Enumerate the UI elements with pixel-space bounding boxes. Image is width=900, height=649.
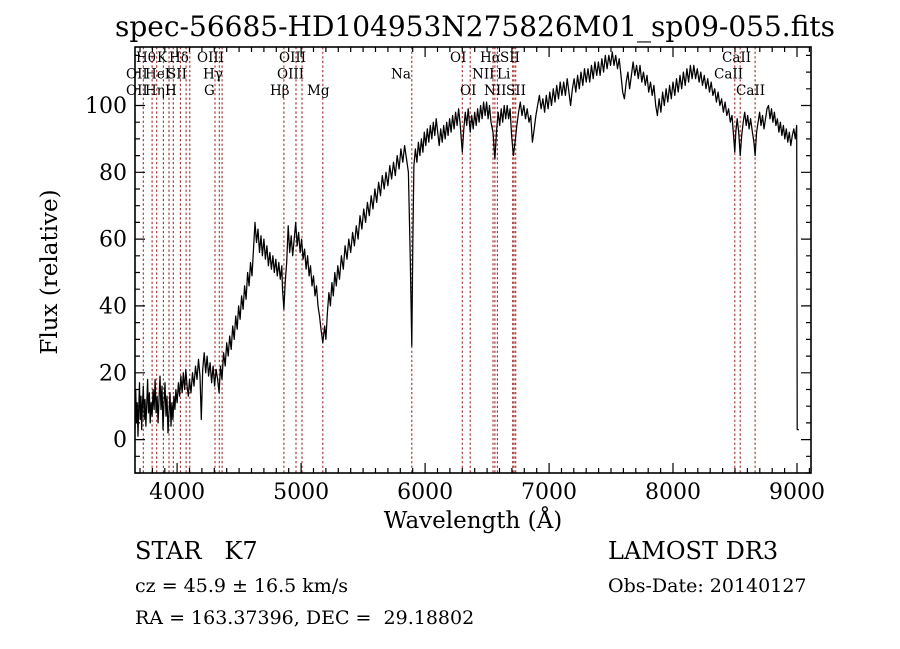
classification-label: STAR K7 [135,537,258,565]
x-tick-label: 9000 [769,480,825,505]
spectral-line-label: Hα [480,50,501,66]
y-axis-title: Flux (relative) [37,189,63,354]
axis-ticks [135,47,811,474]
spectral-line-label: CaII [714,67,743,83]
survey-label: LAMOST DR3 [608,537,779,565]
cz-label: cz = 45.9 ± 16.5 km/s [135,575,348,597]
y-tick-label: 60 [99,228,127,253]
spectral-line-label: Hδ [169,50,189,66]
plot-frame [134,46,812,474]
spectral-line-label: Mg [307,83,330,99]
spectral-line-label: NII [484,83,506,99]
y-tick-label: 100 [85,94,127,119]
spectral-line-label: Hθ [136,50,156,66]
x-tick-label: 4000 [149,480,205,505]
obs-date-label: Obs-Date: 20140127 [608,575,807,597]
spectral-line-label: CaII [722,50,751,66]
spectral-line-label: H [165,83,177,99]
spectral-line-label: K [157,50,168,66]
y-tick-label: 40 [99,294,127,319]
x-tick-label: 7000 [521,480,577,505]
spectral-line-label: OIII [279,50,306,66]
spectrum-trace [134,51,799,437]
spectral-line-label: OIII [277,67,304,83]
spectral-line-label: Hη [145,83,165,99]
spectral-line-label: Na [391,67,411,83]
spectral-line-label: SII [500,50,520,66]
spectral-line-label: OI [450,50,466,66]
spectral-line-label: OII [126,67,148,83]
spectral-line-label: CaII [736,83,765,99]
spectral-line-label: G [204,83,215,99]
x-axis-title: Wavelength (Å) [384,506,562,534]
spectral-line-label: NII [472,67,494,83]
x-tick-label: 6000 [397,480,453,505]
y-tick-label: 80 [99,161,127,186]
plot-title: spec-56685-HD104953N275826M01_sp09-055.f… [115,10,836,43]
y-tick-label: 20 [99,361,127,386]
spectral-line-label: OII [126,83,148,99]
spectral-line-label: HeI [145,67,170,83]
spectral-line-label: SII [167,67,187,83]
spectral-line-label: OI [460,83,476,99]
spectral-line-label: SII [506,83,526,99]
y-tick-label: 0 [113,428,127,453]
x-tick-label: 8000 [645,480,701,505]
spectral-line-label: Hβ [270,83,290,99]
spectral-line-label: OIII [197,50,224,66]
x-tick-label: 5000 [273,480,329,505]
coords-label: RA = 163.37396, DEC = 29.18802 [135,607,475,629]
spectral-line-label: Li [497,67,511,83]
spectral-line-label: Hγ [203,67,223,83]
